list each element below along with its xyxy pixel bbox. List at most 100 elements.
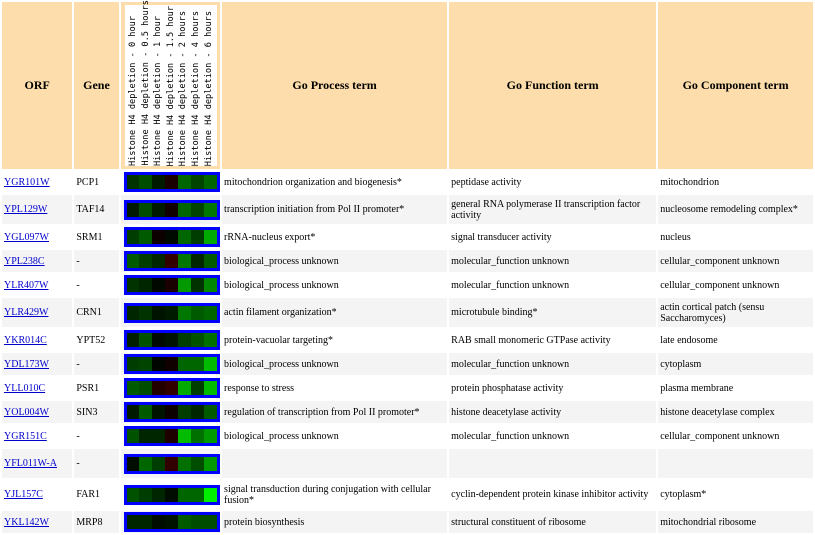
orf-link[interactable]: YPL129W (4, 204, 48, 215)
expression-heatmap[interactable] (123, 426, 220, 446)
heatmap-square (203, 456, 217, 471)
heatmap-square (126, 278, 140, 292)
component-term-cell: cytoplasm (658, 353, 813, 375)
heatmap-square (190, 405, 204, 419)
heatmap-square (152, 456, 166, 471)
orf-cell: YGL097W (2, 226, 73, 248)
heatmap-square (126, 175, 140, 189)
heatmap-square (126, 230, 140, 244)
heatmap-square (190, 305, 204, 320)
expression-heatmap[interactable] (123, 402, 220, 422)
component-term-cell: histone deacetylase complex (658, 401, 813, 423)
heatmap-square (203, 333, 217, 347)
orf-link[interactable]: YDL173W (4, 358, 49, 370)
orf-link[interactable]: YLR407W (4, 279, 49, 291)
table-row: YGR101W PCP1 mitochondrion organization an… (2, 171, 813, 193)
heatmap-square (139, 278, 153, 292)
heatmap-square (139, 175, 153, 189)
heatmap-square (152, 381, 166, 395)
heatmap-square (152, 333, 166, 347)
table-row: YPL238C - biological_process unknown molecu… (2, 250, 813, 272)
expression-heatmap[interactable] (123, 172, 220, 192)
heatmap-cell (120, 449, 221, 478)
function-term-cell: histone deacetylase activity (449, 401, 657, 423)
process-term-cell: transcription initiation from Pol II pro… (222, 195, 448, 224)
heatmap-square (126, 487, 140, 502)
heatmap-square (152, 357, 166, 371)
table-row: YOL004W SIN3 regulation of transcription f… (2, 401, 813, 423)
orf-link[interactable]: YPL238C (4, 255, 45, 267)
orf-link[interactable]: YLL010C (4, 382, 46, 394)
heatmap-square (139, 456, 153, 471)
orf-link[interactable]: YJL157C (4, 489, 43, 500)
gene-cell: YPT52 (74, 329, 119, 351)
orf-cell: YGR101W (2, 171, 73, 193)
process-header: Go Process term (222, 2, 448, 169)
heatmap-square (190, 381, 204, 395)
orf-link[interactable]: YGL097W (4, 231, 49, 243)
heatmap-square (126, 429, 140, 443)
heatmap-cell (120, 401, 221, 423)
heatmap-square (139, 230, 153, 244)
gene-cell: PCP1 (74, 171, 119, 193)
component-term-cell: plasma membrane (658, 377, 813, 399)
orf-link[interactable]: YGR151C (4, 430, 47, 442)
heatmap-square (152, 515, 166, 529)
table-row: YKL142W MRP8 protein biosynthesis structura… (2, 511, 813, 533)
orf-link[interactable]: YGR101W (4, 176, 50, 188)
function-term-cell: molecular_function unknown (449, 353, 657, 375)
heatmap-square (178, 305, 191, 320)
heatmap-square (203, 175, 217, 189)
orf-link[interactable]: YKR014C (4, 334, 47, 346)
expression-heatmap[interactable] (123, 330, 220, 350)
heatmap-square (178, 202, 191, 217)
expression-heatmap[interactable] (123, 227, 220, 247)
orf-cell: YFL011W-A (2, 449, 73, 478)
expression-heatmap[interactable] (123, 251, 220, 271)
header-row: ORF Gene Histone H4 depletion - 0 hour Hi… (2, 0, 813, 169)
orf-link[interactable]: YLR429W (4, 307, 49, 318)
orf-link[interactable]: YKL142W (4, 516, 49, 528)
table-row: YFL011W-A - (2, 449, 813, 478)
heatmap-header: Histone H4 depletion - 0 hour Histone H4 … (120, 0, 221, 169)
expression-heatmap[interactable] (123, 484, 220, 505)
heatmap-square (165, 381, 178, 395)
expression-heatmap[interactable] (123, 512, 220, 532)
expression-heatmap[interactable] (123, 199, 220, 220)
heatmap-square (178, 429, 191, 443)
gene-cell: SIN3 (74, 401, 119, 423)
heatmap-square (165, 175, 178, 189)
heatmap-square (165, 202, 178, 217)
orf-cell: YLR407W (2, 274, 73, 296)
orf-cell: YJL157C (2, 480, 73, 509)
orf-cell: YKL142W (2, 511, 73, 533)
heatmap-square (152, 487, 166, 502)
expression-heatmap[interactable] (123, 302, 220, 323)
heatmap-square (139, 515, 153, 529)
function-term-cell: peptidase activity (449, 171, 657, 193)
orf-cell: YLR429W (2, 298, 73, 327)
heatmap-square (190, 175, 204, 189)
heatmap-square (178, 278, 191, 292)
expression-heatmap[interactable] (123, 275, 220, 295)
function-term-cell: general RNA polymerase II transcription … (449, 195, 657, 224)
expression-heatmap[interactable] (123, 453, 220, 474)
condition-label: Histone H4 depletion - 1 hour (153, 15, 164, 166)
component-term-cell: cytoplasm* (658, 480, 813, 509)
orf-header: ORF (2, 2, 73, 169)
condition-label: Histone H4 depletion - 1.5 hour (165, 5, 176, 166)
orf-cell: YKR014C (2, 329, 73, 351)
component-term-cell: cellular_component unknown (658, 425, 813, 447)
gene-table-body: YGR101W PCP1 mitochondrion organization an… (2, 171, 813, 533)
heatmap-square (190, 429, 204, 443)
table-row: YLR429W CRN1 actin filament organization* m… (2, 298, 813, 327)
orf-link[interactable]: YOL004W (4, 406, 49, 418)
heatmap-square (165, 230, 178, 244)
function-term-cell: molecular_function unknown (449, 250, 657, 272)
function-term-cell: RAB small monomeric GTPase activity (449, 329, 657, 351)
gene-cell: - (74, 250, 119, 272)
heatmap-cell (120, 353, 221, 375)
expression-heatmap[interactable] (123, 354, 220, 374)
orf-link[interactable]: YFL011W-A (4, 458, 57, 469)
expression-heatmap[interactable] (123, 378, 220, 398)
